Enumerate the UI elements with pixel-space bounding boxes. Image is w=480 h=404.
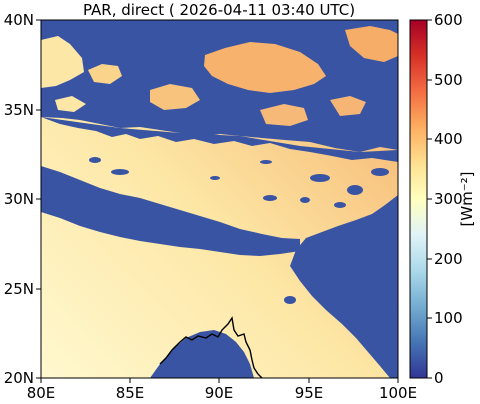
- colorbar-tick-label: 600: [434, 11, 463, 29]
- colorbar-label: [Wm⁻²]: [458, 171, 476, 226]
- map-panel: [41, 20, 398, 378]
- y-axis: 20N 25N 30N 35N 40N: [4, 11, 41, 387]
- y-tick-label: 25N: [4, 280, 34, 298]
- colorbar-gradient: [409, 19, 428, 379]
- x-tick-label: 95E: [295, 384, 324, 402]
- y-tick-label: 20N: [4, 369, 34, 387]
- y-tick-label: 40N: [4, 11, 34, 29]
- x-tick-label: 100E: [379, 384, 417, 402]
- x-axis: 80E 85E 90E 95E 100E: [27, 378, 417, 402]
- colorbar-tick-label: 100: [434, 309, 463, 327]
- colorbar-tick-label: 500: [434, 71, 463, 89]
- colorbar-tick-label: 200: [434, 250, 463, 268]
- colorbar: 0 100 200 300 400 500 600 [Wm⁻²]: [409, 11, 476, 387]
- colorbar-tick-label: 400: [434, 130, 463, 148]
- colorbar-tick-label: 300: [434, 190, 463, 208]
- y-tick-label: 30N: [4, 190, 34, 208]
- clear-patches: [41, 26, 398, 126]
- coastline: [159, 316, 263, 378]
- x-tick-label: 80E: [27, 384, 56, 402]
- y-tick-label: 35N: [4, 101, 34, 119]
- colorbar-tick-label: 0: [434, 369, 444, 387]
- x-tick-label: 85E: [116, 384, 145, 402]
- cloud-mask: [41, 20, 398, 378]
- x-tick-label: 90E: [205, 384, 234, 402]
- map-title: PAR, direct ( 2026-04-11 03:40 UTC): [83, 1, 355, 19]
